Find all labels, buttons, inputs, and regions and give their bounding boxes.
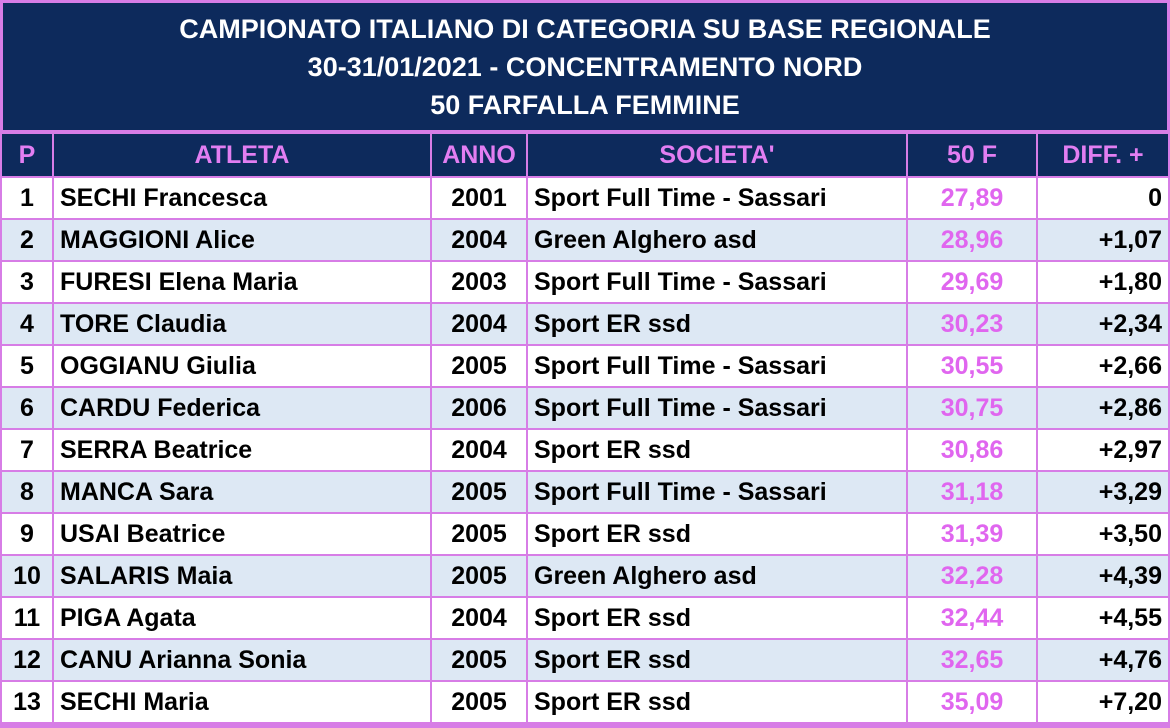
table-cell: +3,29 — [1038, 472, 1168, 512]
table-cell: 2005 — [432, 556, 526, 596]
table-cell: SERRA Beatrice — [54, 430, 430, 470]
table-cell: USAI Beatrice — [54, 514, 430, 554]
table-cell: +1,80 — [1038, 262, 1168, 302]
title-line: 30-31/01/2021 - CONCENTRAMENTO NORD — [307, 51, 863, 82]
table-cell: Sport Full Time - Sassari — [528, 388, 906, 428]
table-cell: Green Alghero asd — [528, 220, 906, 260]
table-cell: MAGGIONI Alice — [54, 220, 430, 260]
table-cell: Sport ER ssd — [528, 682, 906, 722]
table-cell: 32,65 — [908, 640, 1036, 680]
table-cell: 32,44 — [908, 598, 1036, 638]
table-cell: 29,69 — [908, 262, 1036, 302]
table-cell: 1 — [2, 178, 52, 218]
column-header: ATLETA — [54, 134, 430, 176]
table-cell: 3 — [2, 262, 52, 302]
table-cell: 13 — [2, 682, 52, 722]
table-cell: 4 — [2, 304, 52, 344]
table-cell: +2,66 — [1038, 346, 1168, 386]
table-cell: 27,89 — [908, 178, 1036, 218]
table-cell: +2,97 — [1038, 430, 1168, 470]
table-cell: Sport ER ssd — [528, 304, 906, 344]
table-cell: Sport Full Time - Sassari — [528, 346, 906, 386]
table-cell: 12 — [2, 640, 52, 680]
table-cell: +2,86 — [1038, 388, 1168, 428]
table-cell: CARDU Federica — [54, 388, 430, 428]
table-cell: 7 — [2, 430, 52, 470]
table-cell: 2 — [2, 220, 52, 260]
table-cell: Green Alghero asd — [528, 556, 906, 596]
table-cell: 32,28 — [908, 556, 1036, 596]
table-cell: 31,39 — [908, 514, 1036, 554]
table-cell: Sport Full Time - Sassari — [528, 178, 906, 218]
table-cell: 31,18 — [908, 472, 1036, 512]
column-header: ANNO — [432, 134, 526, 176]
table-cell: 2001 — [432, 178, 526, 218]
table-cell: SECHI Maria — [54, 682, 430, 722]
table-cell: 11 — [2, 598, 52, 638]
column-header: SOCIETA' — [528, 134, 906, 176]
table-cell: +4,55 — [1038, 598, 1168, 638]
table-cell: Sport ER ssd — [528, 640, 906, 680]
table-cell: 0 — [1038, 178, 1168, 218]
table-cell: MANCA Sara — [54, 472, 430, 512]
table-cell: 35,09 — [908, 682, 1036, 722]
table-cell: +1,07 — [1038, 220, 1168, 260]
table-cell: 5 — [2, 346, 52, 386]
title-line: 50 FARFALLA FEMMINE — [430, 89, 740, 120]
table-cell: CANU Arianna Sonia — [54, 640, 430, 680]
table-cell: 30,75 — [908, 388, 1036, 428]
table-cell: 2004 — [432, 430, 526, 470]
table-cell: FURESI Elena Maria — [54, 262, 430, 302]
table-cell: Sport Full Time - Sassari — [528, 472, 906, 512]
table-cell: +7,20 — [1038, 682, 1168, 722]
table-cell: 2005 — [432, 346, 526, 386]
table-cell: 28,96 — [908, 220, 1036, 260]
table-cell: 2006 — [432, 388, 526, 428]
table-cell: OGGIANU Giulia — [54, 346, 430, 386]
table-cell: PIGA Agata — [54, 598, 430, 638]
table-cell: 8 — [2, 472, 52, 512]
table-cell: 2005 — [432, 472, 526, 512]
table-cell: 2004 — [432, 220, 526, 260]
table-cell: 2004 — [432, 598, 526, 638]
column-header: 50 F — [908, 134, 1036, 176]
column-header: P — [2, 134, 52, 176]
table-cell: +3,50 — [1038, 514, 1168, 554]
table-cell: SECHI Francesca — [54, 178, 430, 218]
table-cell: Sport ER ssd — [528, 430, 906, 470]
table-cell: Sport ER ssd — [528, 598, 906, 638]
table-cell: 30,86 — [908, 430, 1036, 470]
table-cell: 30,23 — [908, 304, 1036, 344]
table-cell: 2005 — [432, 640, 526, 680]
table-cell: Sport ER ssd — [528, 514, 906, 554]
table-cell: 2005 — [432, 682, 526, 722]
table-cell: +4,39 — [1038, 556, 1168, 596]
table-cell: Sport Full Time - Sassari — [528, 262, 906, 302]
table-cell: 2003 — [432, 262, 526, 302]
title-block: CAMPIONATO ITALIANO DI CATEGORIA SU BASE… — [3, 3, 1167, 130]
table-cell: 2004 — [432, 304, 526, 344]
table-cell: 10 — [2, 556, 52, 596]
table-cell: 2005 — [432, 514, 526, 554]
title-line: CAMPIONATO ITALIANO DI CATEGORIA SU BASE… — [179, 13, 991, 44]
column-header: DIFF. + — [1038, 134, 1168, 176]
table-cell: +2,34 — [1038, 304, 1168, 344]
table-cell: 30,55 — [908, 346, 1036, 386]
table-cell: TORE Claudia — [54, 304, 430, 344]
table-cell: 6 — [2, 388, 52, 428]
table-cell: +4,76 — [1038, 640, 1168, 680]
table-cell: 9 — [2, 514, 52, 554]
table-cell: SALARIS Maia — [54, 556, 430, 596]
